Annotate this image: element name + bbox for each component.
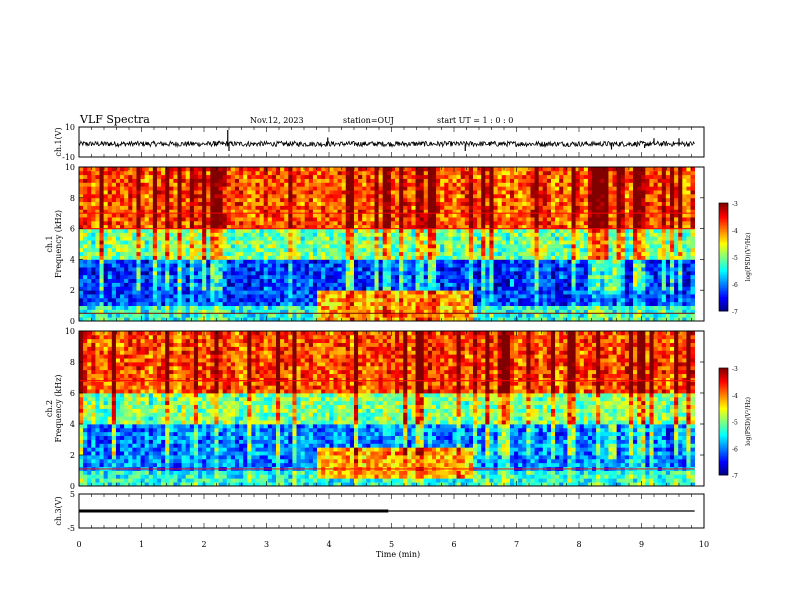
y-tick-label: 2 bbox=[70, 286, 75, 295]
colorbar-tick-label: -6 bbox=[732, 282, 738, 289]
y-tick-label: 5 bbox=[70, 490, 75, 499]
y-tick-label: 10 bbox=[65, 123, 75, 132]
x-tick-label: 2 bbox=[201, 540, 206, 549]
colorbar-tick-label: -4 bbox=[732, 393, 738, 400]
colorbar-tick-label: -6 bbox=[732, 446, 738, 453]
x-tick-label: 7 bbox=[514, 540, 519, 549]
x-tick-label: 8 bbox=[576, 540, 581, 549]
ch2-spectrogram-panel: 0 2 4 6 8 10 ch.2 Frequency (kHz) bbox=[45, 327, 705, 491]
x-tick-label: 4 bbox=[326, 540, 331, 549]
x-tick-label: 3 bbox=[264, 540, 269, 549]
y-tick-label: -5 bbox=[67, 524, 75, 533]
spectrogram-heatmap bbox=[79, 331, 696, 487]
colorbar-tick-label: -5 bbox=[732, 255, 738, 262]
spectrogram-y-label-freq: Frequency (kHz) bbox=[54, 374, 63, 442]
ch1-y-label: ch.1(V) bbox=[54, 127, 63, 156]
spectrogram-y-label-freq: Frequency (kHz) bbox=[54, 210, 63, 278]
y-tick-label: 0 bbox=[70, 317, 75, 326]
y-tick-label: 8 bbox=[70, 358, 75, 367]
ch1-spectrogram-panel: 0 2 4 6 8 10 ch.1 Frequency (kHz) bbox=[45, 163, 705, 326]
colorbar-ch2: -3 -4 -5 -6 -7 log(PSD)(V²/Hz) bbox=[718, 366, 752, 480]
colorbar-label: log(PSD)(V²/Hz) bbox=[745, 397, 752, 446]
x-axis-label: Time (min) bbox=[376, 550, 420, 559]
x-tick-label: 10 bbox=[699, 540, 709, 549]
colorbar-ch1: -3 -4 -5 -6 -7 log(PSD)(V²/Hz) bbox=[718, 201, 752, 316]
colorbar-tick-label: -4 bbox=[732, 228, 738, 235]
time-axis: 0 1 2 3 4 5 6 7 8 9 10 bbox=[76, 540, 709, 549]
x-tick-label: 9 bbox=[639, 540, 644, 549]
colorbar-label: log(PSD)(V²/Hz) bbox=[745, 233, 752, 282]
y-tick-label: -10 bbox=[62, 153, 75, 162]
colorbar-tick-label: -7 bbox=[732, 309, 738, 316]
colorbar-frame bbox=[718, 202, 729, 312]
colorbar-tick-label: -3 bbox=[732, 366, 738, 373]
y-tick-label: 10 bbox=[65, 163, 75, 172]
y-tick-label: 6 bbox=[70, 389, 75, 398]
x-tick-label: 1 bbox=[139, 540, 144, 549]
figure-title: VLF Spectra bbox=[79, 113, 150, 126]
date-label: Nov.12, 2023 bbox=[250, 116, 304, 125]
y-tick-label: 0 bbox=[70, 482, 75, 491]
spectrogram-y-label: ch.2 bbox=[45, 400, 54, 417]
spectrogram-y-label: ch.1 bbox=[45, 235, 54, 252]
ch3-waveform-panel: 5 -5 ch.3(V) bbox=[54, 490, 705, 533]
colorbar-tick-label: -5 bbox=[732, 420, 738, 427]
y-tick-label: 8 bbox=[70, 194, 75, 203]
y-tick-label: 4 bbox=[70, 255, 75, 264]
y-tick-label: 4 bbox=[70, 420, 75, 429]
ch3-y-label: ch.3(V) bbox=[54, 496, 63, 525]
y-tick-label: 6 bbox=[70, 225, 75, 234]
station-label: station=OUJ bbox=[343, 116, 394, 125]
colorbar-frame bbox=[718, 367, 729, 476]
colorbar-tick-label: -7 bbox=[732, 473, 738, 480]
x-tick-label: 0 bbox=[76, 540, 81, 549]
colorbar-tick-label: -3 bbox=[732, 201, 738, 208]
spectrogram-heatmap bbox=[79, 167, 696, 322]
x-tick-label: 6 bbox=[451, 540, 456, 549]
start-ut-label: start UT = 1 : 0 : 0 bbox=[437, 116, 513, 125]
y-tick-label: 2 bbox=[70, 451, 75, 460]
y-tick-label: 10 bbox=[65, 327, 75, 336]
ch1-trace bbox=[78, 140, 695, 149]
x-tick-label: 5 bbox=[389, 540, 394, 549]
